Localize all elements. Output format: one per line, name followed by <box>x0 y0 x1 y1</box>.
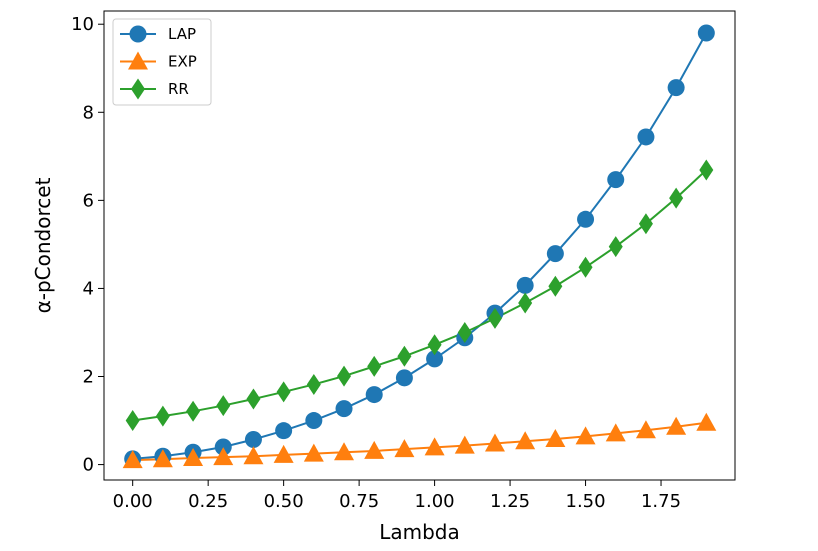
data-point-exp <box>666 416 687 435</box>
data-point-exp <box>605 423 626 442</box>
data-point-lap <box>607 171 625 189</box>
data-point-lap <box>516 276 534 294</box>
data-point-rr <box>246 388 261 410</box>
data-point-rr <box>608 236 623 258</box>
legend-marker-exp <box>128 51 148 70</box>
legend-marker-rr <box>131 78 145 100</box>
data-point-rr <box>306 373 321 395</box>
data-point-rr <box>186 400 201 422</box>
data-point-rr <box>548 275 563 297</box>
y-tick-label: 8 <box>83 102 94 123</box>
series-line-rr <box>132 169 708 422</box>
data-point-rr <box>155 405 170 427</box>
data-point-lap <box>275 422 293 440</box>
data-point-exp <box>696 412 717 431</box>
data-point-rr <box>518 292 533 314</box>
data-point-lap <box>335 400 353 418</box>
x-tick-label: 1.50 <box>566 491 606 512</box>
plot-markers <box>122 24 717 469</box>
legend: LAP EXP RR <box>112 18 212 106</box>
x-tick-label: 1.25 <box>490 491 530 512</box>
y-axis: 0 2 4 6 8 10 <box>71 14 104 476</box>
data-point-lap <box>305 412 323 430</box>
x-tick-label: 0.75 <box>339 491 379 512</box>
data-point-rr <box>397 345 412 367</box>
legend-marker-lap <box>129 25 147 43</box>
data-point-lap <box>426 350 444 368</box>
data-point-rr <box>487 307 502 329</box>
data-point-rr <box>669 187 684 209</box>
x-tick-label: 0.00 <box>113 491 153 512</box>
data-point-exp <box>545 429 566 448</box>
x-tick-label: 0.50 <box>264 491 304 512</box>
y-tick-label: 0 <box>83 455 94 476</box>
data-point-exp <box>454 435 475 454</box>
data-point-exp <box>152 449 173 468</box>
plot-frame <box>103 10 736 481</box>
x-axis-title: Lambda <box>379 520 460 544</box>
y-axis-title: α-pCondorcet <box>31 177 55 313</box>
x-axis: 0.00 0.25 0.50 0.75 1.00 1.25 1.50 1.75 <box>113 480 681 512</box>
data-point-lap <box>214 438 232 456</box>
data-point-exp <box>183 447 204 466</box>
data-point-rr <box>216 395 231 417</box>
data-point-exp <box>635 420 656 439</box>
data-point-lap <box>667 79 685 97</box>
data-point-rr <box>699 159 714 181</box>
data-point-exp <box>303 443 324 462</box>
y-tick-label: 2 <box>83 367 94 388</box>
data-point-exp <box>394 439 415 458</box>
data-point-lap <box>365 386 383 404</box>
data-point-rr <box>427 334 442 356</box>
data-point-exp <box>484 433 505 452</box>
legend-label-lap: LAP <box>168 25 196 43</box>
data-point-exp <box>515 431 536 450</box>
data-point-rr <box>457 321 472 343</box>
data-point-lap <box>577 210 595 228</box>
y-tick-label: 4 <box>83 278 94 299</box>
x-tick-label: 0.25 <box>188 491 228 512</box>
data-point-rr <box>125 410 140 432</box>
data-point-exp <box>334 442 355 461</box>
y-tick-label: 6 <box>83 190 94 211</box>
data-point-lap <box>244 430 262 448</box>
data-point-rr <box>276 381 291 403</box>
legend-label-rr: RR <box>168 80 189 98</box>
data-point-rr <box>367 355 382 377</box>
data-point-lap <box>395 369 413 387</box>
data-point-lap <box>637 128 655 146</box>
y-tick-label: 10 <box>71 14 94 35</box>
data-point-exp <box>273 444 294 463</box>
x-tick-label: 1.00 <box>415 491 455 512</box>
x-tick-label: 1.75 <box>641 491 681 512</box>
data-point-rr <box>578 256 593 278</box>
data-point-lap <box>546 245 564 263</box>
data-point-rr <box>638 213 653 235</box>
data-point-exp <box>243 446 264 465</box>
data-point-exp <box>424 437 445 456</box>
data-point-exp <box>122 450 143 469</box>
data-point-exp <box>575 426 596 445</box>
data-point-lap <box>697 24 715 42</box>
data-point-exp <box>364 440 385 459</box>
data-point-exp <box>213 447 234 466</box>
data-point-rr <box>337 365 352 387</box>
legend-label-exp: EXP <box>168 53 197 71</box>
